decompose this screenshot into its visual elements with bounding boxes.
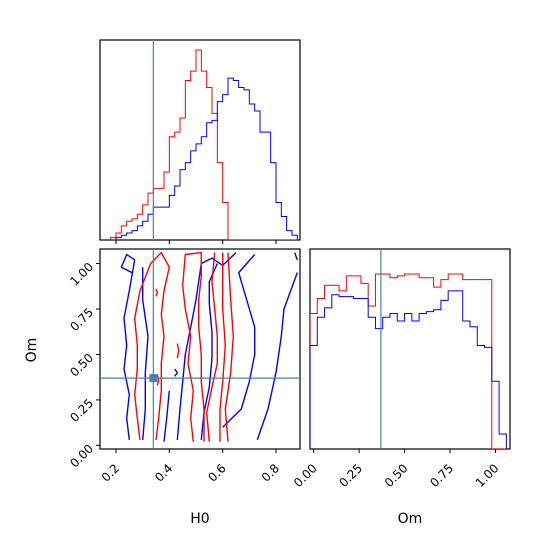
om-histogram-blue	[310, 290, 507, 449]
om-x-tick-label: 0.75	[427, 461, 456, 490]
om-histogram-panel	[309, 248, 511, 450]
contour-blue-5	[256, 272, 298, 441]
h0-tick-label: 0.6	[205, 461, 228, 484]
h0-tick-label: 0.2	[99, 461, 122, 484]
joint-contour-frame	[99, 248, 301, 450]
contour-blue-8	[294, 252, 298, 261]
h0-histogram-red	[110, 49, 298, 240]
om-y-tick-label: 1.00	[67, 260, 96, 289]
om-histogram-frame	[309, 248, 511, 450]
h0-histogram-blue	[110, 77, 298, 240]
contour-blue-6	[174, 368, 178, 377]
contour-red-1	[182, 251, 205, 442]
y-axis-label-om: Om	[24, 338, 40, 363]
om-y-tick-label: 0.75	[67, 305, 96, 334]
contour-red-0	[134, 251, 170, 440]
x-axis-label-h0: H0	[190, 511, 209, 527]
contour-red-2	[206, 252, 218, 442]
contour-blue-1	[142, 267, 149, 440]
om-x-tick-label: 0.25	[336, 461, 365, 490]
om-x-tick-label: 0.50	[382, 461, 411, 490]
om-y-tick-label: 0.00	[67, 442, 96, 471]
om-x-tick-label: 1.00	[473, 461, 502, 490]
om-y-tick-label: 0.50	[67, 351, 96, 380]
contour-blue-2	[176, 252, 237, 440]
contour-blue-0	[120, 253, 136, 440]
om-histogram-red	[310, 273, 507, 449]
contour-blue-4	[222, 254, 256, 428]
om-y-tick-label: 0.25	[67, 396, 96, 425]
om-x-tick-label: 0.00	[291, 461, 320, 490]
x-axis-label-om: Om	[398, 511, 423, 527]
contour-blue-7	[163, 390, 170, 442]
contour-blue-3	[200, 263, 218, 440]
contour-red-7	[155, 288, 158, 297]
contour-red-6	[176, 343, 180, 359]
h0-tick-label: 0.8	[259, 461, 282, 484]
contour-red-3	[224, 252, 234, 442]
h0-histogram-frame	[99, 39, 301, 241]
contour-red-4	[219, 252, 226, 442]
contour-red-5	[156, 374, 160, 386]
h0-tick-label: 0.4	[152, 461, 175, 484]
joint-contour-panel	[99, 248, 301, 450]
truth-marker	[149, 374, 158, 383]
h0-histogram-panel	[99, 39, 301, 241]
